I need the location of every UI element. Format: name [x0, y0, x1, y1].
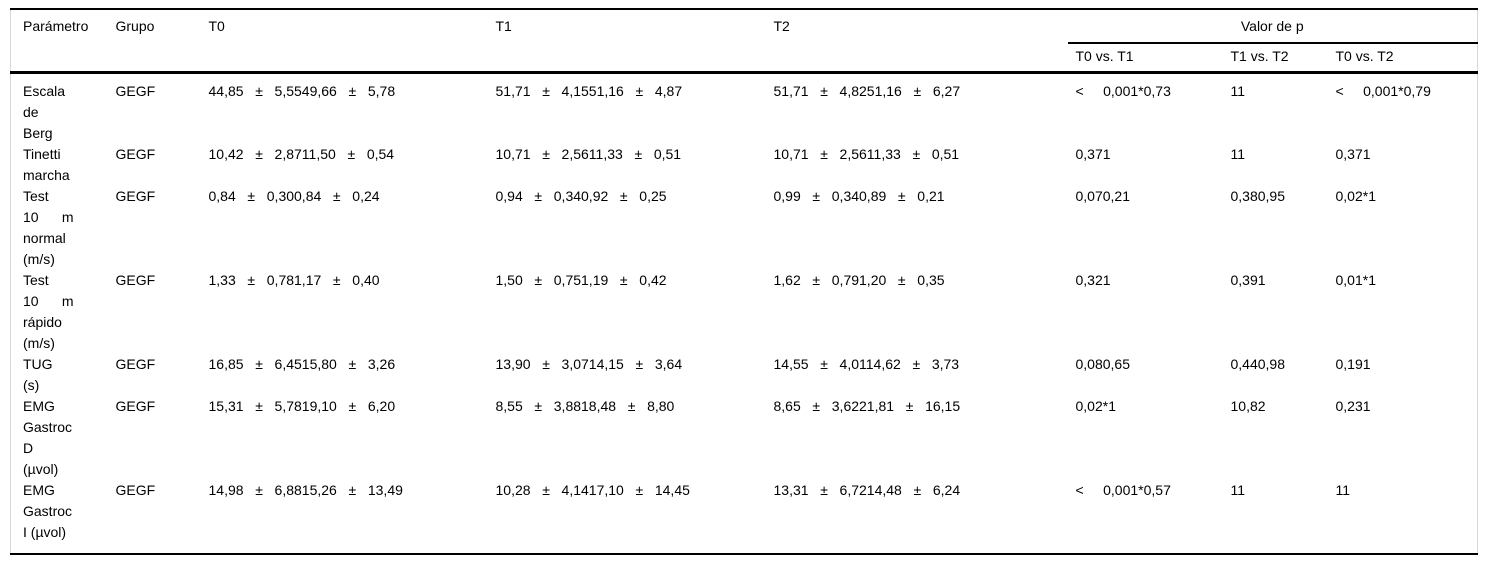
p-t0-t2-cell: 0,02*1: [1335, 188, 1376, 204]
p-t1-t2-cell: 10,82: [1230, 398, 1266, 414]
t2-cell: 14,55 ± 4,0114,62 ± 3,73: [773, 356, 960, 372]
p-t0-t1-cell: < 0,001*0,73: [1075, 83, 1171, 99]
t0-cell: 15,31 ± 5,7819,10 ± 6,20: [208, 398, 396, 414]
table-row-emg-gastroc-d: EMG Gastroc D (µvol) GEGF 15,31 ± 5,7819…: [11, 396, 1478, 480]
t1-cell: 51,71 ± 4,1551,16 ± 4,87: [495, 83, 683, 99]
param-cell: TUG (s): [23, 356, 53, 393]
p-t0-t1-cell: 0,02*1: [1075, 398, 1116, 414]
p-t0-t1-cell: 0,080,65: [1075, 356, 1131, 372]
p-t1-t2-cell: 11: [1230, 146, 1246, 162]
grupo-cell: GEGF: [115, 356, 156, 372]
grupo-cell: GEGF: [115, 83, 156, 99]
header-t2: T2: [773, 18, 790, 34]
table-row-test-10m-normal: Test 10 m normal (m/s) GEGF 0,84 ± 0,300…: [11, 186, 1478, 270]
t1-cell: 10,71 ± 2,5611,33 ± 0,51: [495, 146, 682, 162]
header-parametro: Parámetro: [23, 18, 89, 34]
table-row-tinetti-marcha: Tinetti marcha GEGF 10,42 ± 2,8711,50 ± …: [11, 144, 1478, 186]
t1-cell: 10,28 ± 4,1417,10 ± 14,45: [495, 482, 690, 498]
t2-cell: 1,62 ± 0,791,20 ± 0,35: [773, 272, 945, 288]
results-table: Parámetro Grupo T0 T1 T2 Valor de p T0 v…: [10, 8, 1478, 555]
header-row-sub: T0 vs. T1 T1 vs. T2 T0 vs. T2: [11, 43, 1478, 73]
header-grupo: Grupo: [115, 18, 155, 34]
header-t0-vs-t1: T0 vs. T1: [1075, 48, 1134, 64]
p-t1-t2-cell: 0,380,95: [1230, 188, 1286, 204]
param-cell: EMG Gastroc D (µvol): [23, 398, 73, 477]
t2-cell: 10,71 ± 2,5611,33 ± 0,51: [773, 146, 960, 162]
param-cell: Test 10 m rápido (m/s): [23, 272, 74, 351]
t1-cell: 13,90 ± 3,0714,15 ± 3,64: [495, 356, 683, 372]
t2-cell: 51,71 ± 4,8251,16 ± 6,27: [773, 83, 961, 99]
p-t1-t2-cell: 0,440,98: [1230, 356, 1286, 372]
p-t0-t2-cell: 0,231: [1335, 398, 1371, 414]
p-t0-t2-cell: 11: [1335, 482, 1351, 498]
t0-cell: 0,84 ± 0,300,84 ± 0,24: [208, 188, 380, 204]
t1-cell: 8,55 ± 3,8818,48 ± 8,80: [495, 398, 675, 414]
grupo-cell: GEGF: [115, 398, 156, 414]
grupo-cell: GEGF: [115, 482, 156, 498]
grupo-cell: GEGF: [115, 272, 156, 288]
p-t1-t2-cell: 11: [1230, 482, 1246, 498]
t0-cell: 10,42 ± 2,8711,50 ± 0,54: [208, 146, 395, 162]
param-cell: Escala de Berg: [23, 83, 66, 141]
p-t1-t2-cell: 11: [1230, 83, 1246, 99]
header-row-top: Parámetro Grupo T0 T1 T2 Valor de p: [11, 9, 1478, 44]
p-t0-t2-cell: 0,191: [1335, 356, 1371, 372]
table-body: Escala de Berg GEGF 44,85 ± 5,5549,66 ± …: [11, 73, 1478, 555]
t1-cell: 1,50 ± 0,751,19 ± 0,42: [495, 272, 667, 288]
t0-cell: 1,33 ± 0,781,17 ± 0,40: [208, 272, 380, 288]
header-t1: T1: [495, 18, 512, 34]
p-t1-t2-cell: 0,391: [1230, 272, 1266, 288]
p-t0-t2-cell: 0,371: [1335, 146, 1371, 162]
t0-cell: 16,85 ± 6,4515,80 ± 3,26: [208, 356, 396, 372]
t2-cell: 8,65 ± 3,6221,81 ± 16,15: [773, 398, 961, 414]
t0-cell: 44,85 ± 5,5549,66 ± 5,78: [208, 83, 396, 99]
header-valor-de-p: Valor de p: [1067, 9, 1478, 44]
p-t0-t2-cell: 0,01*1: [1335, 272, 1376, 288]
param-cell: Test 10 m normal (m/s): [23, 188, 74, 267]
param-cell: Tinetti marcha: [23, 146, 70, 183]
table-header: Parámetro Grupo T0 T1 T2 Valor de p T0 v…: [10, 9, 1478, 73]
grupo-cell: GEGF: [115, 146, 156, 162]
header-t0: T0: [208, 18, 225, 34]
p-t0-t1-cell: < 0,001*0,57: [1075, 482, 1171, 498]
p-t0-t1-cell: 0,321: [1075, 272, 1111, 288]
table-row-escala-de-berg: Escala de Berg GEGF 44,85 ± 5,5549,66 ± …: [11, 73, 1478, 145]
table-row-emg-gastroc-i: EMG Gastroc I (µvol) GEGF 14,98 ± 6,8815…: [11, 480, 1478, 554]
p-t0-t2-cell: < 0,001*0,79: [1335, 83, 1431, 99]
header-t0-vs-t2: T0 vs. T2: [1335, 48, 1394, 64]
grupo-cell: GEGF: [115, 188, 156, 204]
p-t0-t1-cell: 0,371: [1075, 146, 1111, 162]
p-t0-t1-cell: 0,070,21: [1075, 188, 1131, 204]
t2-cell: 0,99 ± 0,340,89 ± 0,21: [773, 188, 945, 204]
t0-cell: 14,98 ± 6,8815,26 ± 13,49: [208, 482, 403, 498]
t1-cell: 0,94 ± 0,340,92 ± 0,25: [495, 188, 667, 204]
table-row-tug: TUG (s) GEGF 16,85 ± 6,4515,80 ± 3,26 13…: [11, 354, 1478, 396]
t2-cell: 13,31 ± 6,7214,48 ± 6,24: [773, 482, 961, 498]
table-row-test-10m-rapido: Test 10 m rápido (m/s) GEGF 1,33 ± 0,781…: [11, 270, 1478, 354]
param-cell: EMG Gastroc I (µvol): [23, 482, 73, 540]
header-t1-vs-t2: T1 vs. T2: [1230, 48, 1289, 64]
